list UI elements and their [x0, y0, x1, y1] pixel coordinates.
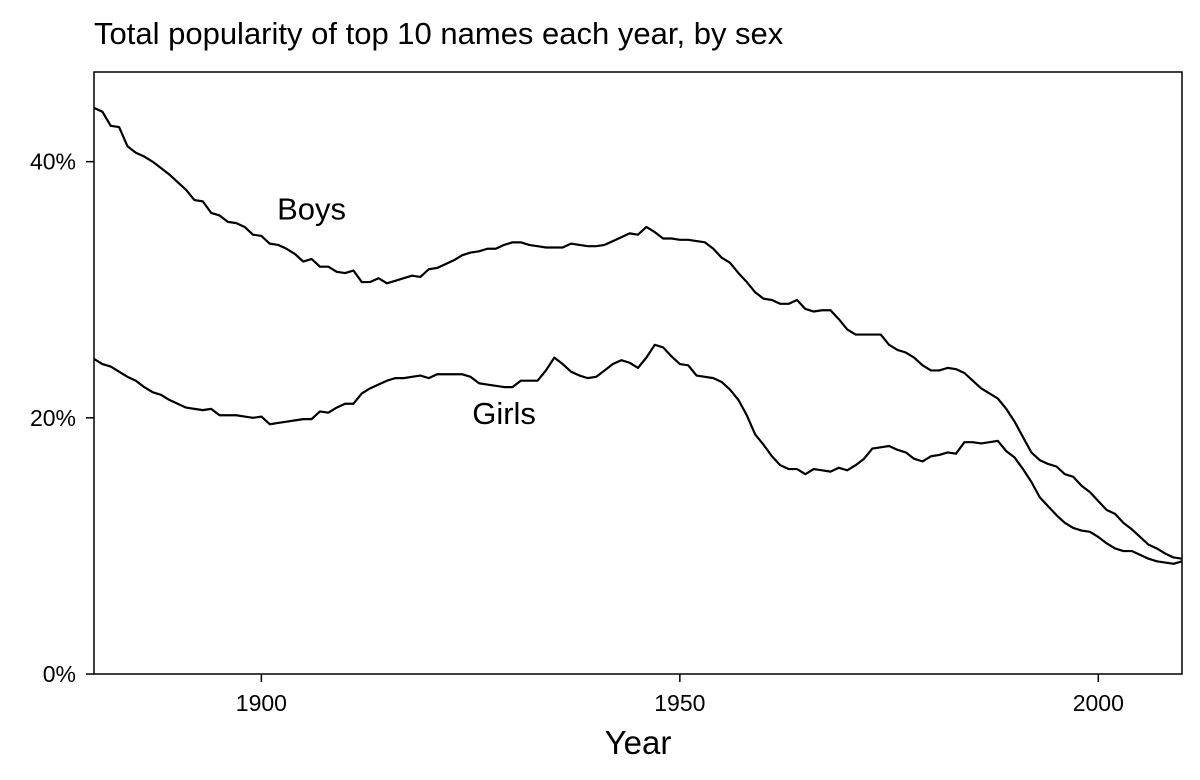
series-label-boys: Boys: [277, 191, 346, 226]
y-tick-label: 40%: [30, 149, 76, 175]
plot-area: Boys Girls: [93, 106, 1183, 565]
x-tick-label: 2000: [1073, 690, 1124, 716]
chart-title: Total popularity of top 10 names each ye…: [94, 16, 784, 51]
series-label-girls: Girls: [472, 396, 536, 431]
series-line-boys: [93, 106, 1183, 560]
plot-frame: [93, 71, 1183, 675]
x-tick-label: 1950: [654, 690, 705, 716]
y-tick-label: 0%: [43, 661, 76, 687]
axis-ticks: 0% 20% 40% 1900 1950 2000: [30, 149, 1124, 716]
x-tick-label: 1900: [236, 690, 287, 716]
y-tick-label: 20%: [30, 405, 76, 431]
x-axis-title: Year: [605, 724, 672, 761]
series-line-girls: [93, 343, 1183, 565]
